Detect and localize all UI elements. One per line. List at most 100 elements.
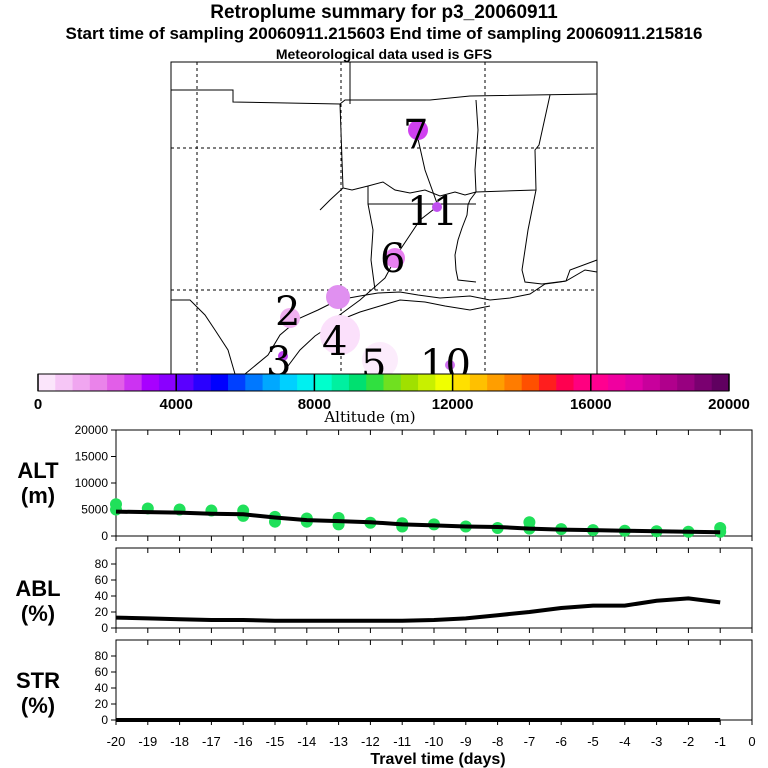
x-axis-label: Travel time (days) bbox=[370, 751, 505, 768]
gulf-coastline bbox=[244, 269, 598, 375]
plume-day-label: 11 bbox=[407, 189, 458, 235]
colorbar-cell bbox=[383, 374, 402, 391]
colorbar-cell bbox=[418, 374, 436, 391]
colorbar-cell bbox=[124, 374, 143, 391]
plume-dot bbox=[326, 285, 350, 309]
y-tick-label: 15000 bbox=[75, 450, 109, 464]
colorbar-cell bbox=[677, 374, 695, 391]
abl-line bbox=[115, 596, 721, 623]
colorbar-cell bbox=[55, 374, 74, 391]
y-tick-label: 60 bbox=[95, 665, 109, 679]
colorbar-cell bbox=[366, 374, 384, 391]
altitude-colorbar: 0 4000 8000 12000 16000 20000 Altitude (m) bbox=[34, 373, 750, 426]
y-tick-label: 10000 bbox=[75, 476, 109, 490]
plume-dot bbox=[408, 120, 428, 140]
colorbar-cell bbox=[556, 374, 575, 391]
colorbar-cell bbox=[176, 374, 194, 391]
colorbar-cell bbox=[348, 374, 367, 391]
meteorological-data-note: Meteorological data used is GFS bbox=[275, 46, 493, 62]
x-tick-label: -10 bbox=[425, 734, 444, 749]
x-tick-label: -18 bbox=[170, 734, 189, 749]
plume-day-label: 6 bbox=[380, 236, 405, 282]
colorbar-cell bbox=[158, 374, 177, 391]
plume-day-label: 7 bbox=[403, 112, 428, 158]
colorbar-cell bbox=[193, 374, 212, 391]
plume-dot bbox=[320, 315, 360, 355]
x-tick-label: -3 bbox=[651, 734, 663, 749]
colorbar-cell bbox=[262, 374, 281, 391]
colorbar-cell bbox=[469, 374, 488, 391]
colorbar-tick-label: 4000 bbox=[160, 396, 193, 413]
colorbar-tick-label: 16000 bbox=[570, 396, 612, 413]
colorbar-cell bbox=[89, 374, 108, 391]
plume-day-label: 2 bbox=[275, 289, 300, 335]
panel-label: (%) bbox=[21, 601, 55, 626]
trajectory-path-north bbox=[329, 129, 439, 323]
y-tick-label: 20000 bbox=[75, 423, 109, 437]
plume-dot bbox=[278, 351, 288, 361]
x-tick-label: -11 bbox=[393, 734, 411, 749]
alt-line bbox=[115, 509, 721, 535]
str-panel: 0 20 40 60 80 STR(%) bbox=[16, 639, 753, 727]
panel-frame bbox=[115, 639, 753, 721]
colorbar-cell bbox=[608, 374, 626, 391]
colorbar-tick-label: 12000 bbox=[432, 396, 474, 413]
colorbar-tick-label: 0 bbox=[34, 396, 42, 413]
y-tick-label: 80 bbox=[95, 557, 109, 571]
panel-label: ABL bbox=[15, 576, 60, 601]
colorbar-cell bbox=[538, 374, 557, 391]
colorbar-cell bbox=[245, 374, 264, 391]
colorbar-cell bbox=[504, 374, 523, 391]
altitude-point bbox=[110, 503, 122, 516]
plume-dot bbox=[445, 360, 455, 370]
y-tick-label: 40 bbox=[95, 681, 109, 695]
map-boundaries bbox=[171, 62, 598, 375]
panel-label: STR bbox=[16, 668, 60, 693]
colorbar-cell bbox=[452, 374, 471, 391]
colorbar-cell bbox=[487, 374, 505, 391]
y-tick-label: 5000 bbox=[81, 503, 108, 517]
colorbar-tick-label: 8000 bbox=[298, 396, 331, 413]
x-tick-label: -14 bbox=[297, 734, 316, 749]
x-tick-label: -20 bbox=[107, 734, 126, 749]
plume-dot bbox=[362, 342, 398, 378]
colorbar-cell bbox=[435, 374, 454, 391]
x-tick-label: -7 bbox=[524, 734, 536, 749]
x-axis-tick-labels: -20 -19 -18 -17 -16 -15 -14 -13 -12 -11 -10 -9 -8 -7-… bbox=[107, 734, 756, 749]
x-tick-label: -17 bbox=[202, 734, 221, 749]
colorbar-cell bbox=[642, 374, 661, 391]
altitude-point bbox=[523, 516, 536, 529]
y-tick-label: 0 bbox=[101, 529, 108, 543]
plume-dot bbox=[432, 202, 442, 212]
x-tick-label: -16 bbox=[234, 734, 253, 749]
panel-label: (%) bbox=[21, 693, 55, 718]
plume-dot bbox=[385, 248, 405, 268]
colorbar-cell bbox=[279, 374, 298, 391]
x-tick-label: -2 bbox=[683, 734, 695, 749]
y-tick-label: 0 bbox=[101, 713, 108, 727]
plume-dots bbox=[278, 120, 455, 378]
sampling-times: Start time of sampling 20060911.215603 E… bbox=[65, 24, 703, 43]
x-tick-label: -6 bbox=[555, 734, 567, 749]
x-tick-label: -8 bbox=[492, 734, 504, 749]
y-tick-label: 0 bbox=[101, 621, 108, 635]
x-tick-label: -13 bbox=[329, 734, 348, 749]
colorbar-cell bbox=[331, 374, 350, 391]
colorbar-cell bbox=[711, 374, 730, 391]
x-tick-label: -15 bbox=[266, 734, 285, 749]
trajectory-path bbox=[284, 299, 491, 371]
y-tick-label: 40 bbox=[95, 589, 109, 603]
y-tick-label: 20 bbox=[95, 605, 109, 619]
plume-day-label: 4 bbox=[322, 319, 347, 365]
colorbar-cell bbox=[107, 374, 125, 391]
colorbar-cell bbox=[521, 374, 540, 391]
alt-panel: 0 5000 10000 15000 20000 ALT(m) bbox=[17, 423, 753, 543]
colorbar-cell bbox=[573, 374, 592, 391]
panel-label: (m) bbox=[21, 483, 55, 508]
plume-dot bbox=[280, 308, 300, 328]
chart-title: Retroplume summary for p3_20060911 bbox=[210, 2, 558, 23]
x-tick-label: -1 bbox=[714, 734, 726, 749]
colorbar-cell bbox=[659, 374, 678, 391]
